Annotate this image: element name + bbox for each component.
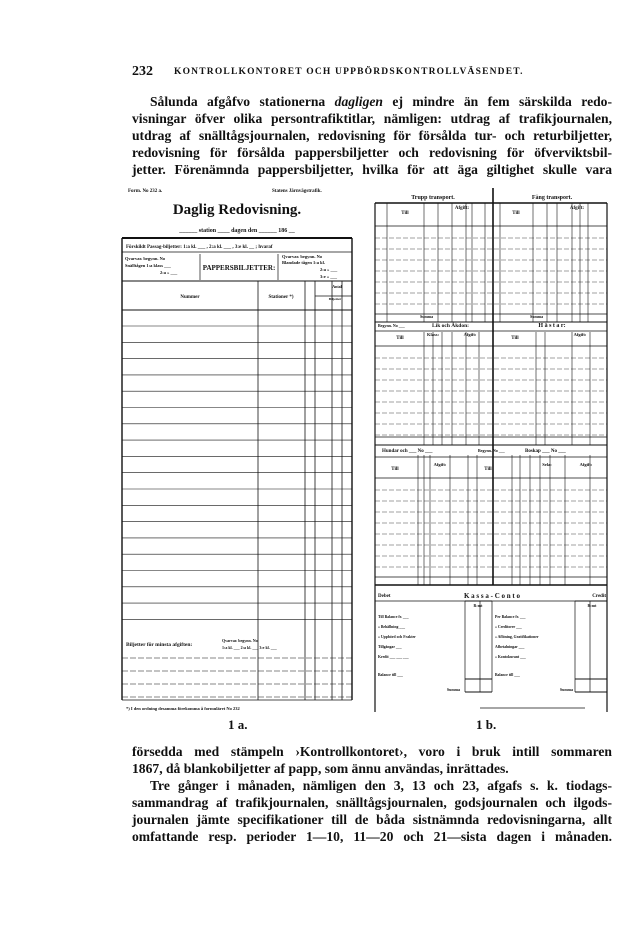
text-line: redovisning för försålda pappersbiljette… (132, 145, 612, 160)
kassa-entry: » Behållning ___ (378, 625, 405, 629)
col-number: Nummer (180, 295, 200, 300)
running-title: KONTROLLKONTORET OCH UPPBÖRDSKONTROLLVÄS… (174, 67, 524, 77)
text-line: Sålunda afgåfvo stationerna dagligen ej … (150, 94, 612, 109)
text-line: utdrag af snälltågsjournalen, redovisnin… (132, 128, 612, 143)
text-line: sammandrag af trafikjournalen, snälltågs… (132, 795, 612, 810)
col-afgift: Afgift: (434, 462, 447, 467)
right-block-line: 2:a » ___ (320, 267, 338, 272)
col-till: Till (511, 336, 519, 341)
form-issuer: Statens Järnvägstrafik. (272, 189, 322, 194)
col-till: Till (401, 211, 409, 216)
col-afgift: Afgift: (455, 206, 469, 211)
col-till: Till (484, 467, 492, 472)
section-title: Hundar och ___ No ___ (382, 449, 433, 454)
text-line: omfattande resp. perioder 1—10, 11—20 oc… (132, 829, 612, 844)
kassa-entry: Balance till ___ (378, 673, 403, 677)
col-stations: Stationer *) (268, 295, 293, 300)
section-title: Boskap ___ No ___ (525, 449, 566, 454)
text-line: 1867, då blankobiljetter af papp, som än… (132, 761, 509, 776)
summa-label: Summa (530, 314, 543, 319)
section-title: Fång transport. (532, 194, 573, 201)
kassa-entry: Kredit ___ ___ ___ (378, 655, 409, 659)
right-block-line: Qvarvar. begynn. No (282, 254, 323, 259)
debet-label: Debet (378, 594, 391, 599)
paragraph-3: Tre gånger i månaden, nämligen den 3, 13… (132, 777, 612, 845)
col-sela: Sela: (542, 462, 552, 467)
caption-1b: 1 b. (476, 717, 497, 732)
kassa-entry: Per Balance fr. ___ (495, 615, 526, 619)
section-title: Lik och Åkdon: (432, 321, 469, 329)
footnote: *) I den ordning desamma förekomma å for… (126, 706, 240, 711)
kassa-entry: » Aflöning, Gratifikationer (495, 635, 539, 639)
section-title: Trupp transport. (411, 195, 455, 201)
form-number: Form. No 232 a. (128, 189, 163, 194)
min-fare-detail: Qvarvar. begynn. No (222, 638, 258, 643)
kassa-entry: Tillgångar ___ (378, 645, 402, 649)
form-title: Daglig Redovisning. (173, 202, 302, 218)
kassa-entry: » Uppbörd och Frakter (378, 635, 416, 639)
kassa-entry: » Kontokurant ___ (495, 655, 526, 659)
kassa-items: Till Balance fr. ___ » Behållning ___ » Up… (378, 615, 539, 677)
col-klass: Klass: (427, 332, 440, 337)
col-afgift: Afgift: (464, 332, 477, 337)
form-date-line: ______ station ____ dagen den ______ 186… (178, 228, 296, 234)
left-block-line: 2:a » ___ (160, 270, 178, 275)
kassa-entry: » Creditorer ___ (495, 625, 522, 629)
text-line: Tre gånger i månaden, nämligen den 3, 13… (150, 778, 612, 793)
right-block-line: 3:e » ___ (320, 274, 338, 279)
text-line: visningar öfver olika persontrafiktitlar… (132, 111, 612, 126)
summa-label: Summa (560, 687, 573, 692)
paragraph-2: försedda med stämpeln ›Kontrollkontoret›… (132, 743, 612, 777)
kassa-conto-title: K a s s a - C o n t o (464, 592, 521, 600)
amount-header: R:mt (474, 603, 484, 608)
text-line: försedda med stämpeln ›Kontrollkontoret›… (132, 744, 612, 759)
right-block-line: Blandade tågen 1:a kl. (282, 260, 325, 265)
credit-label: Credit (592, 594, 606, 599)
col-afgift: Afgift: (580, 462, 593, 467)
col-afgift: Afgift: (570, 206, 584, 211)
begynn-label: Begynn. No ___ (478, 448, 506, 453)
summa-label: Summa (420, 314, 433, 319)
min-fare-label: Biljetter för minsta afgiften: (126, 642, 192, 648)
col-till: Till (391, 467, 399, 472)
passage-row: Förskildt Passag-biljetter: 1:a kl. ___ … (126, 245, 273, 250)
form-1b-grid (374, 188, 608, 712)
min-fare-detail: 1:a kl. ___ 2:a kl. ___ 3:e kl. ___ (222, 645, 278, 650)
begynn-label: Begynn. No ___ (378, 323, 406, 328)
text-line: journalen jämte specifikationer till de … (132, 812, 612, 827)
text-line: jetter. Förenämnda pappersbiljetter, hvi… (132, 162, 612, 177)
summa-label: Summa (447, 687, 460, 692)
page-number: 232 (132, 64, 153, 79)
col-count: Antal (332, 284, 342, 289)
paragraph-1: Sålunda afgåfvo stationerna dagligen ej … (132, 93, 612, 178)
kassa-entry: Balance till ___ (495, 673, 520, 677)
section-title: H ä s t a r: (538, 323, 565, 329)
caption-1a: 1 a. (228, 717, 248, 732)
paper-tickets-label: PAPPERSBILJETTER: (203, 264, 276, 272)
col-tickets: Biljetter (329, 297, 342, 301)
left-block-line: Qvarvar. begynn. No (125, 256, 166, 261)
amount-header: R:mt (588, 603, 598, 608)
col-till: Till (512, 211, 520, 216)
left-block-line: Snälltågen 1:a klass ___ (125, 263, 172, 268)
kassa-entry: Afbetalningar ___ (495, 645, 524, 649)
kassa-entry: Till Balance fr. ___ (378, 615, 409, 619)
form-1a-grid (121, 237, 353, 701)
col-afgift: Afgift: (574, 332, 587, 337)
col-till: Till (396, 336, 404, 341)
